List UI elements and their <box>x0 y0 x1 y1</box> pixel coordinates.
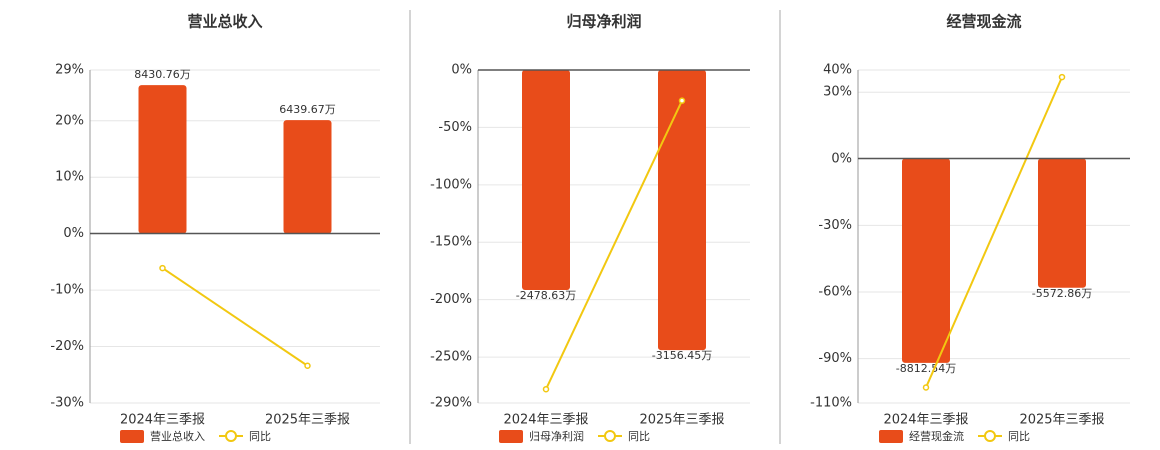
y-tick-label: 0% <box>451 63 472 78</box>
line <box>161 267 309 367</box>
y-tick-label: -30% <box>50 396 84 411</box>
y-tick-label: -290% <box>430 396 472 411</box>
legend-swatch <box>879 430 903 443</box>
legend-swatch <box>120 430 144 443</box>
x-tick-label: 2024年三季报 <box>883 413 968 428</box>
legend-label: 经营现金流 <box>909 429 964 443</box>
y-tick-label: 29% <box>55 63 84 78</box>
y-tick-label: 30% <box>823 85 852 100</box>
y-tick-label: -50% <box>438 120 472 135</box>
data-label: -8812.54万 <box>896 362 956 375</box>
bar <box>283 120 332 234</box>
data-label: -3156.45万 <box>652 349 712 362</box>
legend-label: 同比 <box>1008 430 1030 443</box>
point <box>1058 73 1066 81</box>
y-tick-label: -90% <box>818 351 852 366</box>
data-label: 8430.76万 <box>134 68 191 81</box>
legend-swatch <box>604 430 616 442</box>
y-tick-label: -100% <box>430 177 472 192</box>
data-label: -2478.63万 <box>516 289 576 302</box>
panel-title: 营业总收入 <box>187 13 262 31</box>
point <box>542 385 550 393</box>
y-tick-label: -200% <box>430 292 472 307</box>
legend-swatch <box>984 430 996 442</box>
bar <box>658 70 706 351</box>
data-label: -5572.86万 <box>1032 287 1092 300</box>
y-tick-label: -250% <box>430 350 472 365</box>
point <box>304 362 311 369</box>
y-tick-label: -30% <box>818 218 852 233</box>
bar <box>902 158 950 363</box>
y-tick-label: 0% <box>63 226 84 241</box>
y-tick-label: 20% <box>55 113 84 128</box>
x-tick-label: 2025年三季报 <box>1019 413 1104 428</box>
line <box>545 100 683 390</box>
y-tick-label: -20% <box>50 339 84 354</box>
y-tick-label: -10% <box>50 283 84 298</box>
legend-label: 同比 <box>628 430 650 443</box>
bar <box>1038 158 1086 288</box>
legend-label: 归母净利润 <box>529 429 584 443</box>
y-tick-label: 10% <box>55 170 84 185</box>
panel-title: 经营现金流 <box>946 13 1021 31</box>
point <box>922 384 930 391</box>
legend-swatch <box>499 430 523 443</box>
y-tick-label: -60% <box>818 285 852 300</box>
bar <box>138 85 187 234</box>
point <box>159 264 166 272</box>
y-tick-label: 0% <box>831 151 852 166</box>
x-tick-label: 2024年三季报 <box>503 413 588 428</box>
legend-swatch <box>225 430 237 442</box>
data-label: 6439.67万 <box>279 103 336 116</box>
y-tick-label: -150% <box>430 235 472 250</box>
x-tick-label: 2025年三季报 <box>639 413 724 428</box>
bar <box>522 70 570 290</box>
point <box>678 97 686 104</box>
line <box>925 76 1063 388</box>
panel-title: 归母净利润 <box>566 13 641 31</box>
x-tick-label: 2024年三季报 <box>120 413 205 428</box>
legend-label: 同比 <box>249 430 271 443</box>
y-tick-label: -110% <box>810 396 852 411</box>
y-tick-label: 40% <box>823 63 852 78</box>
legend-label: 营业总收入 <box>150 429 205 443</box>
x-tick-label: 2025年三季报 <box>265 413 350 428</box>
